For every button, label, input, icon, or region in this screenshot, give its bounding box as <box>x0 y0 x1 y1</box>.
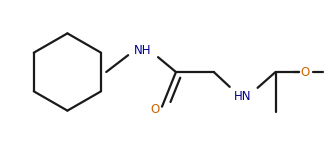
Text: HN: HN <box>234 90 251 103</box>
Text: NH: NH <box>134 44 152 57</box>
Text: O: O <box>301 66 310 78</box>
Text: O: O <box>150 103 160 116</box>
